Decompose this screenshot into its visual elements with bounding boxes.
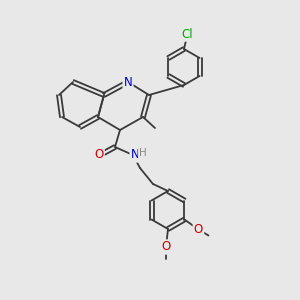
- Text: O: O: [194, 223, 203, 236]
- Text: N: N: [124, 76, 132, 88]
- Text: Cl: Cl: [181, 28, 193, 40]
- Text: H: H: [139, 148, 147, 158]
- Text: O: O: [161, 241, 171, 254]
- Text: N: N: [130, 148, 140, 161]
- Text: O: O: [94, 148, 103, 160]
